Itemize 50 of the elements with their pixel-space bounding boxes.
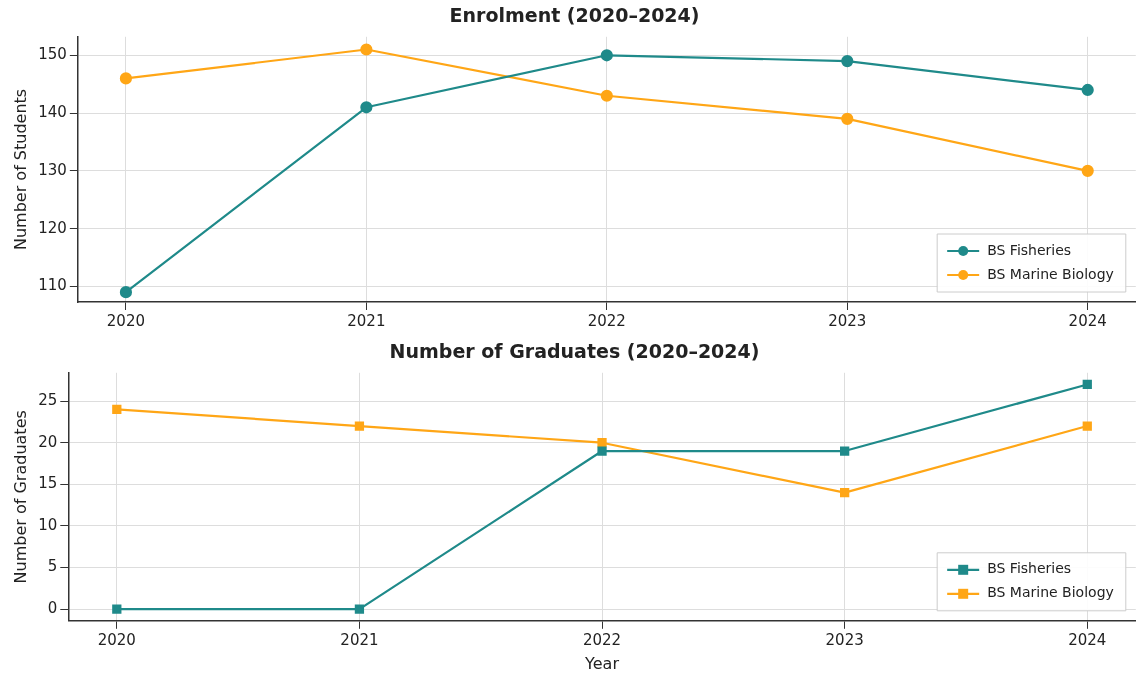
point: [840, 446, 850, 456]
point: [360, 43, 373, 56]
x-tick-label: 2023: [825, 630, 864, 649]
legend-label: BS Fisheries: [987, 560, 1072, 577]
legend-label: BS Marine Biology: [987, 584, 1114, 601]
point: [841, 112, 854, 125]
x-tick-label: 2020: [106, 311, 146, 330]
point: [597, 438, 607, 448]
point: [1082, 421, 1092, 431]
chart-title: Number of Graduates (2020–2024): [389, 340, 760, 363]
point: [112, 404, 122, 415]
y-tick-label: 10: [38, 515, 58, 534]
x-axis-title: Year: [584, 653, 620, 673]
legend-label: BS Marine Biology: [987, 265, 1114, 282]
y-tick-label: 110: [38, 276, 67, 295]
y-tick-label: 15: [38, 474, 58, 493]
point: [600, 49, 613, 62]
legend-label: BS Fisheries: [987, 241, 1072, 258]
point: [119, 72, 133, 85]
point: [1081, 83, 1094, 97]
x-tick-label: 2024: [1068, 311, 1107, 330]
point: [1081, 164, 1094, 177]
point: [360, 101, 373, 114]
point: [119, 286, 133, 299]
y-tick-label: 120: [38, 218, 67, 237]
point: [112, 604, 122, 614]
y-tick-label: 25: [38, 390, 58, 409]
point: [597, 446, 607, 456]
chart-title: Enrolment (2020–2024): [449, 4, 700, 27]
x-tick-label: 2021: [340, 630, 379, 649]
y-tick-label: 5: [47, 557, 58, 576]
x-tick-label: 2020: [97, 630, 136, 649]
y-tick-label: 130: [38, 160, 67, 179]
x-tick-label: 2022: [587, 311, 626, 330]
y-axis-title: Number of Students: [10, 88, 30, 250]
x-tick-label: 2023: [828, 311, 867, 330]
y-axis-title: Number of Graduates: [10, 410, 30, 584]
x-tick-label: 2021: [347, 311, 386, 330]
point: [841, 54, 854, 68]
point: [1082, 379, 1092, 390]
y-tick-label: 150: [38, 45, 67, 64]
y-tick-label: 0: [47, 599, 58, 618]
y-tick-label: 20: [38, 432, 58, 451]
x-tick-label: 2022: [582, 630, 622, 649]
y-tick-label: 140: [38, 102, 67, 121]
point: [840, 488, 850, 498]
point: [354, 604, 365, 614]
point: [600, 89, 613, 102]
point: [354, 421, 365, 431]
x-tick-label: 2024: [1068, 630, 1107, 649]
